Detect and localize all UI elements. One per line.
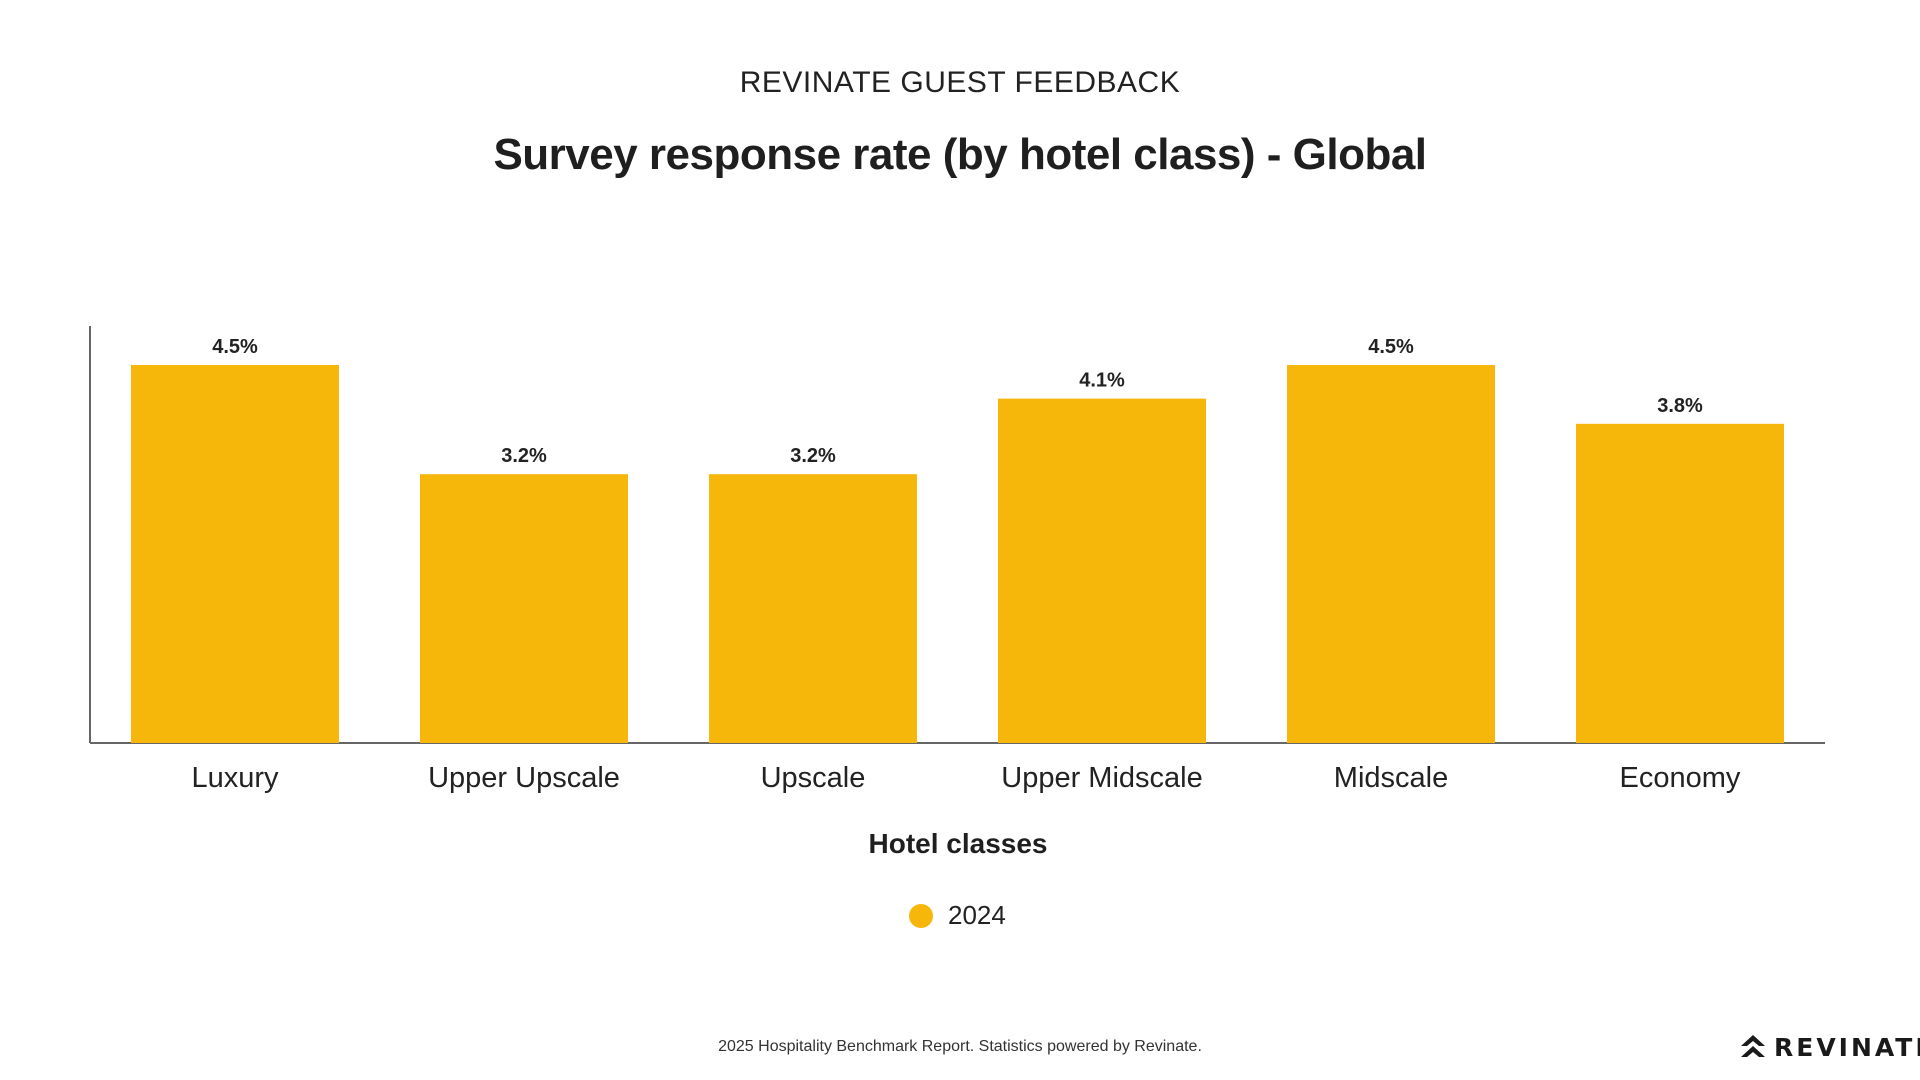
data-label: 4.1% (1079, 370, 1125, 392)
bar-upper-midscale[interactable] (998, 398, 1206, 743)
revinate-logo: REVINATE (1740, 1030, 1920, 1064)
x-tick-label: Economy (1620, 762, 1741, 794)
legend-label: 2024 (948, 900, 1006, 930)
x-tick-label: Upper Upscale (428, 762, 620, 794)
bar-luxury[interactable] (131, 365, 339, 743)
bar-economy[interactable] (1576, 423, 1784, 743)
revinate-logo-icon (1741, 1035, 1765, 1057)
x-tick-label: Upscale (761, 762, 866, 794)
data-label: 4.5% (1368, 336, 1414, 358)
legend-marker (909, 904, 933, 928)
chart-title: Survey response rate (by hotel class) - … (493, 130, 1427, 179)
source-footnote: 2025 Hospitality Benchmark Report. Stati… (718, 1038, 1202, 1055)
x-tick-label: Midscale (1334, 762, 1448, 794)
data-label: 4.5% (212, 336, 258, 358)
data-label: 3.8% (1657, 395, 1703, 417)
x-tick-label: Upper Midscale (1001, 762, 1202, 794)
bar-midscale[interactable] (1287, 365, 1495, 743)
x-axis-title: Hotel classes (869, 828, 1048, 859)
bar-upscale[interactable] (709, 474, 917, 743)
data-label: 3.2% (501, 445, 547, 467)
bar-upper-upscale[interactable] (420, 474, 628, 743)
data-label: 3.2% (790, 445, 836, 467)
x-tick-label: Luxury (191, 762, 279, 794)
chart-supertitle: REVINATE GUEST FEEDBACK (739, 66, 1181, 99)
logo-text: REVINATE (1774, 1032, 1920, 1062)
